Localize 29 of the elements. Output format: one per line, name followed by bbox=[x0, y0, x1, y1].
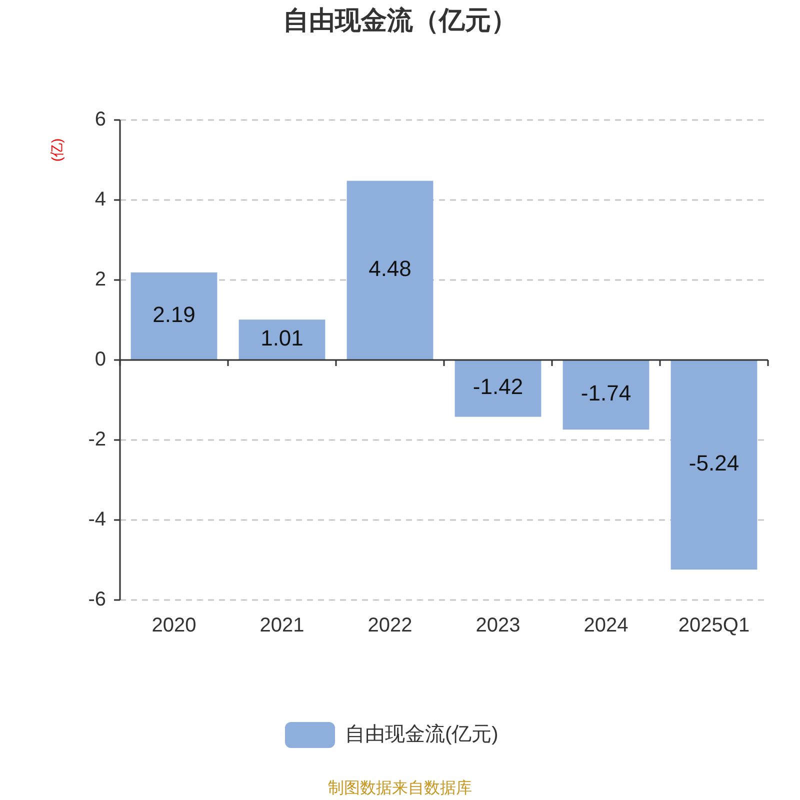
y-tick-label: -6 bbox=[88, 588, 106, 610]
data-label: 1.01 bbox=[260, 326, 304, 351]
bar bbox=[346, 180, 434, 360]
bar bbox=[454, 360, 542, 417]
text: 制图数据来自数据库 bbox=[328, 779, 472, 798]
y-tick-label: 4 bbox=[94, 188, 106, 210]
legend-label: 自由现金流(亿元) bbox=[345, 723, 498, 746]
x-tick-label: 2025Q1 bbox=[678, 614, 750, 636]
y-tick-label: 2 bbox=[94, 268, 106, 290]
x-tick-label: 2022 bbox=[368, 614, 412, 636]
x-tick-label: 2024 bbox=[584, 614, 628, 636]
x-tick-label: 2020 bbox=[152, 614, 196, 636]
data-label: -5.24 bbox=[688, 450, 740, 476]
x-tick-label: 2021 bbox=[260, 614, 304, 636]
y-tick-label: 6 bbox=[94, 108, 106, 130]
bar bbox=[238, 320, 326, 360]
x-tick-label: 2023 bbox=[476, 614, 520, 636]
data-label: 2.19 bbox=[152, 302, 196, 328]
data-label: 4.48 bbox=[368, 256, 412, 282]
chart-title: 自由现金流（亿元） bbox=[283, 4, 517, 35]
bar bbox=[670, 360, 758, 570]
bar bbox=[130, 272, 218, 360]
y-axis-title: (亿) bbox=[48, 138, 65, 162]
y-tick-label: 0 bbox=[94, 348, 106, 370]
y-tick-label: -4 bbox=[88, 508, 106, 530]
bar bbox=[562, 360, 650, 430]
data-label: -1.42 bbox=[472, 374, 524, 400]
y-tick-label: -2 bbox=[88, 428, 106, 450]
data-label: -1.74 bbox=[580, 380, 632, 406]
